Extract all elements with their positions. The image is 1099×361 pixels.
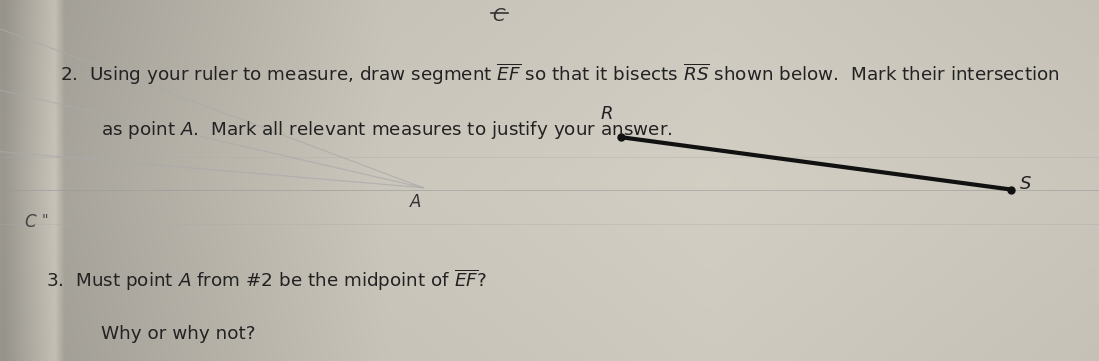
Text: Why or why not?: Why or why not? [101, 325, 256, 343]
Text: as point $A$.  Mark all relevant measures to justify your answer.: as point $A$. Mark all relevant measures… [101, 119, 673, 141]
Text: C: C [24, 213, 36, 231]
Text: A: A [410, 193, 421, 211]
Text: C: C [492, 7, 506, 25]
Text: 2.  Using your ruler to measure, draw segment $\overline{EF}$ so that it bisects: 2. Using your ruler to measure, draw seg… [60, 61, 1061, 87]
Text: S: S [1020, 175, 1031, 193]
Text: 3.  Must point $A$ from #2 be the midpoint of $\overline{EF}$?: 3. Must point $A$ from #2 be the midpoin… [46, 267, 487, 293]
Text: R: R [601, 105, 613, 123]
Text: ": " [42, 213, 48, 227]
